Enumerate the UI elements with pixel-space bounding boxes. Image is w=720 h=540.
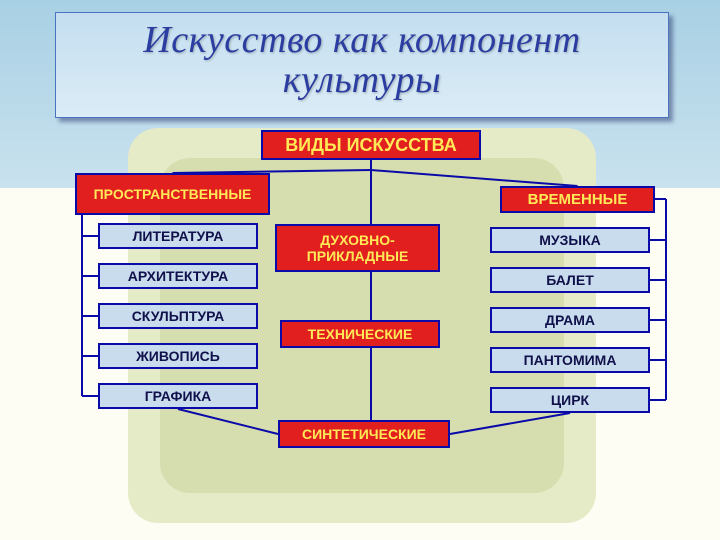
left-item-4: ГРАФИКА — [98, 383, 258, 409]
right-item-1: БАЛЕТ — [490, 267, 650, 293]
left-item-1: АРХИТЕКТУРА — [98, 263, 258, 289]
left-item-3: ЖИВОПИСЬ — [98, 343, 258, 369]
left-header-box: ПРОСТРАНСТВЕННЫЕ — [75, 173, 270, 215]
center-box-synthetic: СИНТЕТИЧЕСКИЕ — [278, 420, 450, 448]
slide-title: Искусство как компонент культуры — [56, 21, 668, 101]
right-item-2: ДРАМА — [490, 307, 650, 333]
title-band: Искусство как компонент культуры — [55, 12, 669, 118]
root-box: ВИДЫ ИСКУССТВА — [261, 130, 481, 160]
right-header-box: ВРЕМЕННЫЕ — [500, 186, 655, 213]
right-item-4: ЦИРК — [490, 387, 650, 413]
left-item-2: СКУЛЬПТУРА — [98, 303, 258, 329]
right-item-3: ПАНТОМИМА — [490, 347, 650, 373]
right-item-0: МУЗЫКА — [490, 227, 650, 253]
left-item-0: ЛИТЕРАТУРА — [98, 223, 258, 249]
center-box-spiritual: ДУХОВНО- ПРИКЛАДНЫЕ — [275, 224, 440, 272]
center-box-technical: ТЕХНИЧЕСКИЕ — [280, 320, 440, 348]
title-line2: культуры — [283, 59, 442, 101]
title-line1: Искусство как компонент — [143, 19, 580, 61]
